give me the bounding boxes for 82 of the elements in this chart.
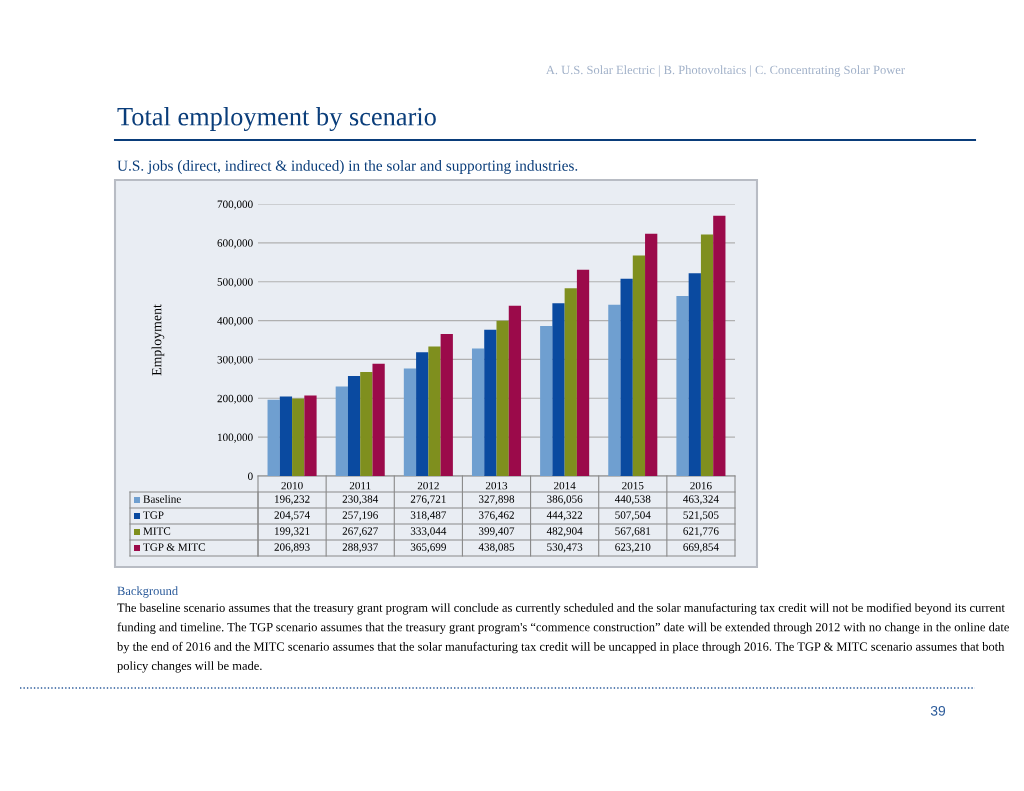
x-tick-label: 2012 bbox=[417, 481, 439, 490]
x-tick-label: 2015 bbox=[622, 481, 644, 490]
bar bbox=[645, 233, 658, 476]
bar bbox=[688, 273, 701, 476]
bar bbox=[360, 372, 373, 476]
bar bbox=[496, 320, 509, 476]
chart-subtitle: U.S. jobs (direct, indirect & induced) in the solar and supporting industries. bbox=[117, 160, 578, 174]
data-label: 257,196 bbox=[342, 511, 378, 521]
text: A. U.S. Solar Electric | B. Photovoltaics | C. Concentrating Solar Power bbox=[546, 65, 905, 77]
bar bbox=[416, 352, 429, 476]
bar bbox=[540, 325, 553, 476]
bar bbox=[440, 333, 453, 476]
data-label: 440,538 bbox=[614, 495, 651, 505]
x-tick-label: 2016 bbox=[690, 481, 712, 490]
data-label: 669,854 bbox=[683, 543, 719, 553]
bar bbox=[372, 363, 385, 476]
data-label: 438,085 bbox=[478, 543, 515, 553]
data-label: 365,699 bbox=[410, 543, 446, 553]
bar bbox=[292, 398, 305, 476]
text: Background bbox=[117, 586, 178, 598]
x-tick-label: 2013 bbox=[485, 481, 508, 490]
bar bbox=[700, 234, 714, 476]
bar bbox=[713, 215, 726, 476]
y-tick-label: 400,000 bbox=[217, 317, 253, 327]
bar bbox=[676, 295, 689, 476]
data-label: 521,505 bbox=[683, 511, 719, 521]
data-label: 463,324 bbox=[683, 495, 719, 505]
data-label: 267,627 bbox=[342, 527, 378, 537]
data-label: 444,322 bbox=[546, 511, 583, 521]
y-tick-label: 700,000 bbox=[217, 200, 253, 210]
text: 39 bbox=[930, 705, 946, 716]
data-label: 530,473 bbox=[547, 543, 583, 553]
y-tick-label: 200,000 bbox=[217, 394, 253, 404]
legend-label: MITC bbox=[143, 527, 171, 535]
data-label: 196,232 bbox=[274, 495, 310, 505]
data-label: 386,056 bbox=[547, 495, 583, 505]
x-tick-label: 2011 bbox=[349, 481, 371, 490]
text: The baseline scenario assumes that the treasury grant program will conclude as currently scheduled and the solar manufacturing tax credit will not be modified beyond its current funding and timeline. The TGP scenario assumes that the treasury grant program's “commence construction” date will be extended through 2012 with no change in the online date by the end of 2016 and the MITC scenario assumes that the solar manufacturing tax credit will be uncapped in place through 2016. The TGP & MITC scenario assumes that both policy changes will be made. bbox=[117, 603, 1009, 673]
x-tick-label: 2010 bbox=[281, 481, 303, 490]
bar bbox=[471, 348, 485, 476]
bar bbox=[428, 346, 441, 476]
bar bbox=[552, 303, 565, 476]
data-label: 482,904 bbox=[546, 527, 583, 537]
bar bbox=[347, 376, 361, 476]
data-label: 288,937 bbox=[342, 543, 378, 553]
data-label: 567,681 bbox=[615, 527, 651, 537]
data-label: 276,721 bbox=[410, 495, 446, 505]
y-tick-label: 600,000 bbox=[217, 239, 253, 249]
bar bbox=[484, 329, 497, 476]
data-label: 623,210 bbox=[615, 543, 651, 553]
bar bbox=[608, 304, 621, 476]
bar bbox=[508, 305, 522, 476]
data-label: 230,384 bbox=[342, 495, 379, 505]
data-label: 621,776 bbox=[683, 527, 719, 537]
legend-label: Baseline bbox=[143, 494, 181, 503]
data-label: 507,504 bbox=[615, 511, 651, 521]
x-tick-label: 2014 bbox=[554, 481, 576, 490]
bar bbox=[304, 395, 317, 476]
legend-label: TGP & MITC bbox=[143, 543, 205, 551]
bar bbox=[564, 288, 577, 476]
chart-title: Total employment by scenario bbox=[117, 107, 436, 131]
data-label: 318,487 bbox=[410, 511, 447, 521]
legend-label: TGP bbox=[143, 511, 164, 519]
data-label: 206,893 bbox=[274, 543, 310, 553]
bar bbox=[279, 396, 293, 476]
y-tick-label: 100,000 bbox=[218, 433, 253, 443]
bar bbox=[576, 269, 590, 476]
y-tick-label: 300,000 bbox=[217, 355, 253, 365]
bar bbox=[403, 368, 417, 476]
bar bbox=[267, 399, 280, 476]
y-axis-title: Employment bbox=[151, 304, 165, 376]
data-label: 333,044 bbox=[410, 527, 447, 537]
bar bbox=[632, 255, 646, 476]
data-label: 204,574 bbox=[274, 511, 310, 521]
data-label: 399,407 bbox=[478, 527, 515, 537]
y-tick-label: 0 bbox=[248, 472, 253, 480]
data-label: 327,898 bbox=[478, 495, 515, 505]
data-label: 376,462 bbox=[478, 511, 514, 521]
data-label: 199,321 bbox=[274, 527, 310, 537]
bar bbox=[620, 278, 633, 476]
bar bbox=[335, 386, 348, 476]
y-tick-label: 500,000 bbox=[217, 278, 253, 288]
